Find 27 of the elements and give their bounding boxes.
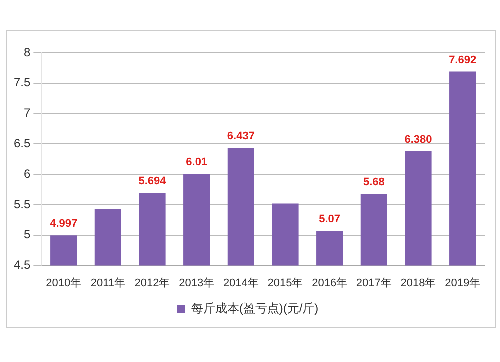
x-tick-label: 2011年 [90,277,126,290]
y-tick-label: 6 [24,166,31,181]
data-label: 5.07 [319,214,341,226]
x-tick-label: 2013年 [179,277,215,290]
x-tick-label: 2012年 [134,277,170,290]
y-tick-label: 5.5 [14,197,31,212]
data-label: 7.692 [449,54,477,66]
y-tick-label: 5 [24,228,31,242]
data-label: 6.380 [404,134,432,146]
x-tick-label: 2018年 [400,277,436,290]
y-tick-label: 7 [24,106,31,120]
y-tick-label: 4.5 [14,258,31,272]
y-tick-label: 7.5 [14,76,31,90]
x-tick-label: 2015年 [268,277,304,290]
data-label: 6.437 [227,130,255,143]
data-label: 6.01 [186,156,208,169]
x-tick-label: 2010年 [46,277,82,290]
legend-label: 每斤成本(盈亏点)(元/斤) [191,301,319,316]
y-tick-label: 6.5 [14,136,31,151]
x-tick-label: 2017年 [356,277,392,290]
y-tick-label: 8 [24,45,31,60]
x-tick-label: 2019年 [445,277,481,290]
x-tick-label: 2014年 [223,277,259,290]
data-label: 5.694 [138,176,168,188]
data-label: 5.68 [363,176,385,189]
data-label: 4.997 [50,218,78,230]
x-tick-label: 2016年 [312,277,348,290]
